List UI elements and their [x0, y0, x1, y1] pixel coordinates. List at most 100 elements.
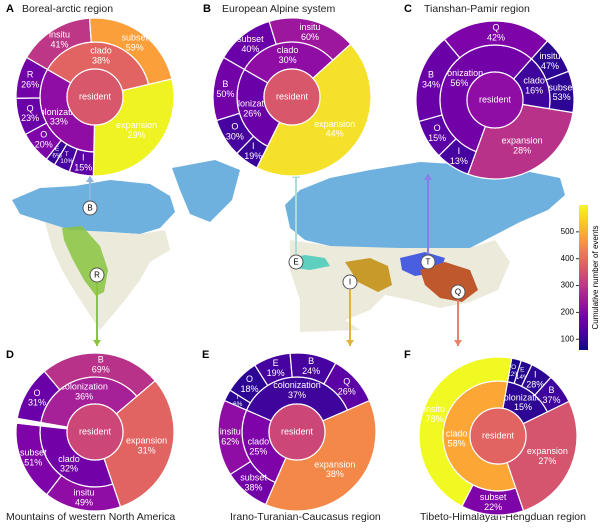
segment-value: 38% [92, 55, 110, 65]
segment-name: expansion [527, 446, 568, 456]
sunburst-panel: D Mountains of western North America colon… [6, 349, 175, 523]
segment-value: 26% [21, 79, 39, 89]
segment-name: colonization [229, 98, 277, 108]
map-marker-label: E [293, 258, 298, 267]
segment-name: T [65, 151, 69, 158]
landmass [290, 240, 510, 320]
segment-value: 19% [244, 151, 262, 161]
segment-name: I [458, 146, 461, 156]
panel-title: Irano-Turanian-Caucasus region [230, 511, 381, 523]
map-marker [288, 254, 304, 270]
arrow-head [454, 340, 462, 346]
segment-name: clado [446, 429, 468, 439]
segment-value: 51% [24, 457, 42, 467]
segment-value: 44% [326, 129, 344, 139]
segment-name: B [308, 356, 314, 366]
panel-letter: D [6, 349, 14, 361]
sunburst-panel: F Tibeto-Himalayan-Hengduan region coloniz… [404, 349, 586, 523]
panel-letter: C [404, 3, 412, 15]
segment-value: 6% [52, 153, 62, 160]
map-marker [420, 254, 436, 270]
segment-value: 10% [60, 158, 73, 165]
segment-name: E [273, 358, 279, 368]
landmass [300, 300, 360, 332]
segment-value: 62% [221, 437, 239, 447]
segment-value: 12% [507, 371, 520, 378]
segment-value: 27% [538, 456, 556, 466]
map-marker-label: T [426, 258, 431, 267]
sunburst-panel: B European Alpine systemclado30%subset40%… [203, 3, 372, 177]
segment-value: 47% [541, 61, 559, 71]
segment-name: O [231, 121, 238, 131]
segment-value: 31% [138, 446, 156, 456]
segment-value: 14% [516, 374, 529, 381]
segment-name: colonization [60, 381, 108, 391]
center [469, 407, 527, 465]
sunburst-panel: E Irano-Turanian-Caucasus region colonizat… [202, 349, 381, 523]
segment-name: subset [122, 33, 149, 43]
colorbar-tick-label: 100 [561, 334, 575, 343]
segment-value: 40% [241, 44, 259, 54]
child-segment [15, 422, 63, 496]
segment-value: 59% [126, 42, 144, 52]
segment-name: B [98, 355, 104, 365]
colorbar-tick-label: 500 [561, 227, 575, 236]
segment-name: B [428, 70, 434, 80]
segment-name: expansion [126, 436, 167, 446]
segment-value: 42% [487, 32, 505, 42]
segment-value: 20% [35, 139, 53, 149]
panel-title: European Alpine system [222, 3, 335, 15]
segment-value: 32% [60, 464, 78, 474]
segment-name: expansion [116, 120, 157, 130]
segment-name: Q [343, 377, 350, 387]
colorbar-label: Cumulative number of events [591, 225, 600, 329]
center-label: resident [482, 430, 515, 440]
panel-title: Mountains of western North America [6, 511, 175, 523]
segment-value: 26% [338, 386, 356, 396]
segment-name: insitu [49, 30, 70, 40]
colorbar-tick-label: 200 [561, 308, 575, 317]
segment-value: 53% [553, 92, 571, 102]
segment-value: 31% [28, 398, 46, 408]
segment-value: 23% [21, 113, 39, 123]
center-label: resident [479, 94, 512, 104]
segment-value: 37% [543, 395, 561, 405]
segment-value: 38% [326, 469, 344, 479]
segment-name: clado [523, 76, 545, 86]
colorbar-gradient [579, 205, 588, 350]
arrows: B R E I T Q [82, 172, 466, 346]
arrow-head [424, 174, 432, 180]
child-segment [217, 399, 252, 476]
map-marker-label: R [94, 271, 100, 280]
segment-name: colonization [436, 68, 484, 78]
segment-value: 13% [450, 156, 468, 166]
segment-value: 24% [302, 366, 320, 376]
segment-value: 56% [450, 78, 468, 88]
segment-name: I [534, 370, 537, 380]
colorbar-tick-label: 300 [561, 281, 575, 290]
segment-name: expansion [314, 119, 355, 129]
segment-name: E [55, 145, 60, 152]
segment-name: R [27, 70, 34, 80]
segment-name: E [520, 367, 525, 374]
center [263, 68, 321, 126]
child-segment [212, 56, 246, 122]
segment-value: 18% [241, 384, 259, 394]
arrow-head [86, 176, 94, 182]
segment-name: O [434, 123, 441, 133]
segment-name: colonization [35, 107, 83, 117]
segment-name: expansion [502, 136, 543, 146]
panel-letter: B [203, 3, 211, 15]
segment-name: I [252, 141, 255, 151]
map-marker-label: I [349, 278, 351, 287]
segment-value: 16% [525, 85, 543, 95]
region [345, 258, 392, 292]
segment-value: 58% [448, 439, 466, 449]
segment-name: O [34, 388, 41, 398]
segment-name: insitu [300, 22, 321, 32]
segment-name: O [246, 374, 253, 384]
child-segment [418, 356, 513, 508]
map-marker-label: B [87, 204, 92, 213]
segment-value: 15% [428, 133, 446, 143]
